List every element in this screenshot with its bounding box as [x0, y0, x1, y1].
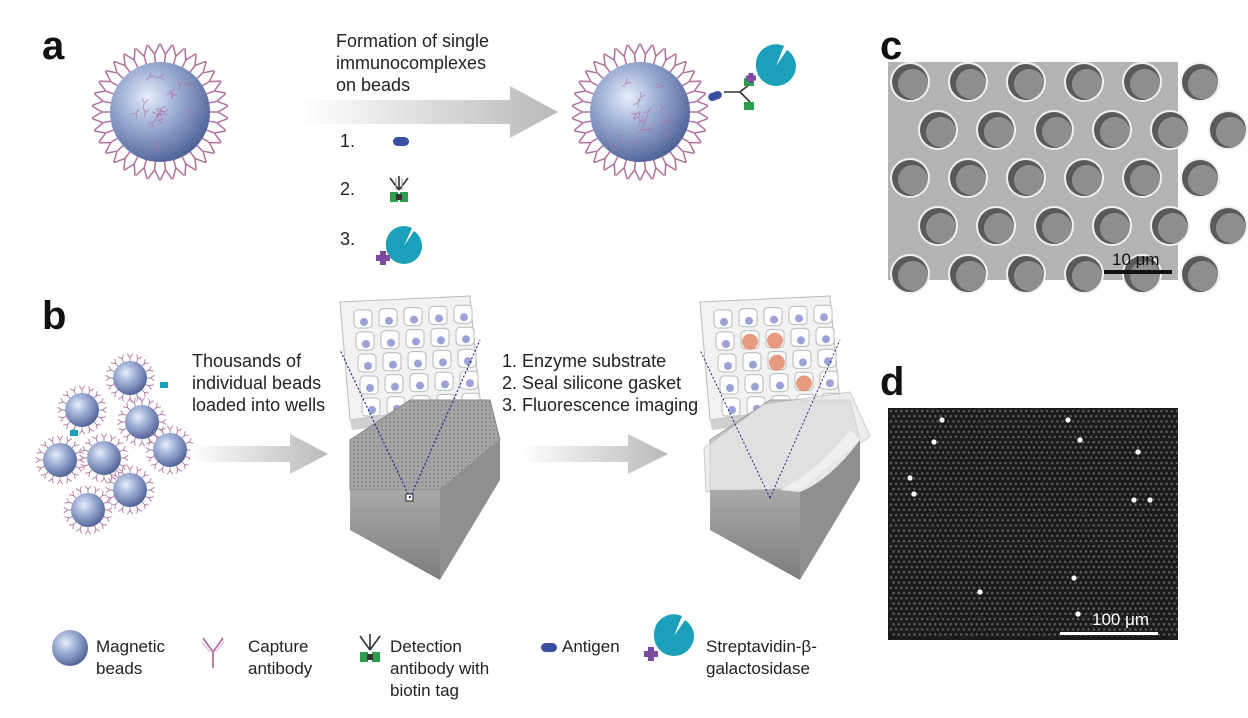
panel-label-d: d [880, 362, 904, 402]
caption-thousands: Thousands of individual beads loaded int… [192, 350, 325, 416]
panel-label-b: b [42, 296, 66, 336]
process-arrow-b2 [520, 432, 670, 476]
detection-antibody-icon [384, 172, 414, 208]
legend-capture-antibody: Capture antibody [248, 636, 312, 680]
sealed-chip [700, 380, 880, 600]
antigen-icon [392, 136, 412, 148]
legend-magnetic-beads: Magnetic beads [96, 636, 165, 680]
legend-detection-antibody-icon [354, 628, 386, 668]
scale-label-d: 100 μm [1092, 610, 1149, 630]
legend-streptavidin: Streptavidin-β-galactosidase [706, 636, 817, 680]
scale-bar-c [1104, 270, 1172, 274]
panel-label-c: c [880, 26, 902, 66]
legend-detection-antibody: Detection antibody with biotin tag [390, 636, 489, 702]
legend-bead-icon [50, 628, 90, 668]
scale-bar-d [1060, 632, 1158, 635]
immunocomplex-icon [700, 40, 800, 130]
legend-antigen: Antigen [562, 636, 620, 658]
step-2-label: 2. [340, 178, 355, 200]
caption-steps: 1. Enzyme substrate 2. Seal silicone gas… [502, 350, 698, 416]
magnetic-bead-with-antibodies [80, 32, 240, 192]
caption-formation: Formation of single immunocomplexes on b… [336, 30, 489, 96]
panel-label-a: a [42, 26, 64, 66]
legend-antigen-icon [540, 642, 560, 654]
fluorescence-image [888, 408, 1178, 640]
magnetic-bead-immunocomplex [560, 32, 720, 192]
step-3-label: 3. [340, 228, 355, 250]
process-arrow-b1 [190, 432, 330, 476]
microwell-chip [340, 380, 520, 600]
legend-enzyme-icon [640, 612, 700, 664]
sem-micrograph [888, 62, 1178, 280]
scale-label-c: 10 μm [1112, 250, 1160, 270]
legend-capture-antibody-icon [198, 634, 228, 670]
streptavidin-galactosidase-icon [372, 220, 432, 272]
step-1-label: 1. [340, 130, 355, 152]
